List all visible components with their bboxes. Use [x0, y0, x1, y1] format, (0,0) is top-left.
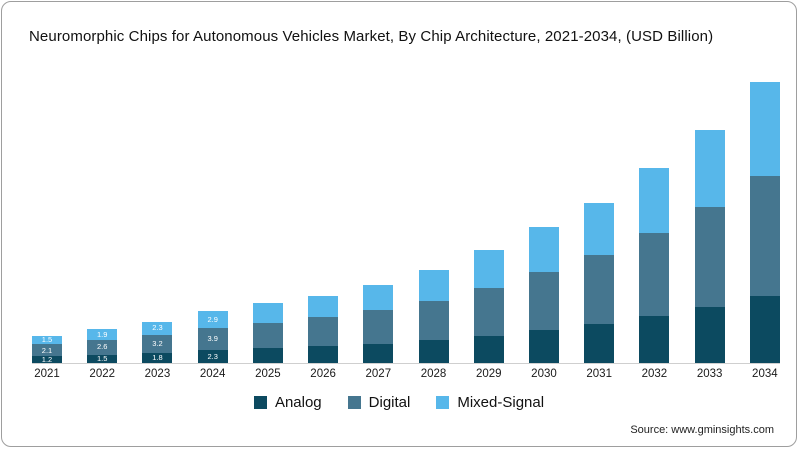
x-axis-labels: 2021 2022 2023 2024 2025 2026 2027 2028 2029 2030…	[32, 368, 780, 380]
segment-value-label: 1.9	[97, 329, 108, 339]
legend-item-digital: Digital	[347, 394, 411, 411]
segment-value-label: 2.9	[207, 314, 218, 324]
bar-2030	[528, 227, 559, 363]
x-tick-2030: 2030	[531, 368, 557, 380]
bar-segment-analog-2024: 2.3	[197, 350, 228, 363]
bar-2024: 2.3 3.9 2.9	[197, 311, 228, 363]
bar-segment-digital-2030	[528, 272, 559, 331]
bar-segment-mixed-signal-2023: 2.3	[142, 321, 173, 335]
legend-swatch-icon	[436, 396, 450, 409]
legend: Analog Digital Mixed-Signal	[2, 394, 796, 411]
bar-segment-analog-2031	[584, 323, 615, 363]
bar-segment-analog-2034	[749, 296, 780, 363]
bar-segment-digital-2029	[473, 287, 504, 336]
bar-segment-digital-2028	[418, 300, 449, 341]
bar-segment-analog-2021: 1.2	[32, 356, 62, 363]
legend-item-mixed-signal: Mixed-Signal	[436, 394, 544, 411]
legend-swatch-icon	[347, 396, 361, 409]
bar-segment-mixed-signal-2030	[528, 227, 559, 273]
bar-segment-mixed-signal-2029	[473, 250, 504, 288]
bar-segment-analog-2022: 1.5	[87, 354, 118, 363]
bar-segment-digital-2031	[584, 255, 615, 324]
bar-segment-mixed-signal-2034	[749, 81, 780, 176]
bar-segment-analog-2025	[252, 348, 283, 363]
bar-segment-analog-2033	[694, 306, 725, 363]
bar-2021: 1.2 2.1 1.5	[32, 335, 62, 363]
segment-value-label: 1.2	[41, 354, 53, 364]
bar-segment-analog-2028	[418, 340, 449, 363]
bar-segment-digital-2023: 3.2	[142, 334, 173, 353]
plot-area: 1.2 2.1 1.5 1.5 2.6 1.9 1.8 3.2 2.3 2.3 3.9 2.9	[32, 62, 780, 364]
bar-segment-analog-2026	[308, 346, 339, 363]
x-tick-2027: 2027	[365, 368, 392, 380]
bar-segment-digital-2034	[749, 175, 780, 297]
bar-segment-mixed-signal-2021: 1.5	[32, 335, 62, 345]
segment-value-label: 1.5	[97, 354, 108, 363]
bar-segment-analog-2032	[639, 315, 670, 363]
bar-2022: 1.5 2.6 1.9	[87, 328, 118, 363]
bar-2025	[252, 303, 283, 363]
segment-value-label: 1.5	[41, 335, 53, 345]
legend-item-analog: Analog	[253, 394, 322, 411]
bar-segment-analog-2023: 1.8	[142, 352, 173, 363]
bar-segment-digital-2021: 2.1	[32, 344, 62, 357]
x-tick-2034: 2034	[752, 368, 778, 380]
bar-2027	[363, 284, 394, 363]
bar-2026	[308, 295, 339, 363]
bar-2032	[639, 168, 670, 363]
segment-value-label: 3.9	[207, 334, 218, 344]
segment-value-label: 3.2	[152, 338, 163, 348]
legend-label: Analog	[274, 394, 322, 411]
bar-segment-mixed-signal-2033	[694, 129, 725, 208]
x-tick-2031: 2031	[586, 368, 612, 380]
legend-label: Digital	[368, 394, 411, 411]
segment-value-label: 2.1	[41, 345, 53, 355]
x-tick-2026: 2026	[310, 368, 336, 380]
bar-segment-digital-2027	[363, 310, 394, 344]
bar-segment-mixed-signal-2031	[584, 203, 615, 256]
x-tick-2023: 2023	[144, 368, 171, 380]
x-tick-2029: 2029	[475, 368, 502, 380]
bar-segment-digital-2033	[694, 207, 725, 307]
x-tick-2024: 2024	[199, 368, 226, 380]
bar-2031	[584, 203, 615, 363]
bar-segment-analog-2027	[363, 343, 394, 363]
legend-swatch-icon	[253, 396, 267, 409]
bar-segment-mixed-signal-2025	[252, 303, 283, 323]
bar-segment-mixed-signal-2026	[308, 295, 339, 318]
bar-2034	[749, 81, 780, 363]
segment-value-label: 2.6	[97, 342, 108, 352]
bar-2033	[694, 129, 725, 363]
bar-segment-mixed-signal-2024: 2.9	[197, 311, 228, 328]
bar-segment-analog-2030	[528, 330, 559, 363]
x-tick-2025: 2025	[255, 368, 281, 380]
bar-segment-mixed-signal-2032	[639, 168, 670, 233]
bar-2028	[418, 270, 449, 363]
chart-title: Neuromorphic Chips for Autonomous Vehicl…	[29, 28, 714, 45]
x-tick-2032: 2032	[641, 368, 668, 380]
x-tick-2021: 2021	[34, 368, 60, 380]
bar-segment-digital-2025	[252, 322, 283, 349]
segment-value-label: 1.8	[152, 353, 163, 363]
x-tick-2033: 2033	[696, 368, 723, 380]
bar-segment-mixed-signal-2027	[363, 284, 394, 311]
bar-segment-analog-2029	[473, 335, 504, 363]
bar-2023: 1.8 3.2 2.3	[142, 321, 173, 363]
bar-segment-mixed-signal-2028	[418, 270, 449, 301]
segment-value-label: 2.3	[207, 351, 218, 361]
x-tick-2028: 2028	[420, 368, 447, 380]
bar-segment-digital-2026	[308, 317, 339, 346]
bar-2029	[473, 250, 504, 363]
source-text: Source: www.gminsights.com	[630, 424, 774, 436]
bar-segment-mixed-signal-2022: 1.9	[87, 328, 118, 340]
legend-label: Mixed-Signal	[457, 394, 545, 411]
bar-segment-digital-2024: 3.9	[197, 327, 228, 350]
bar-segment-digital-2032	[639, 232, 670, 316]
bar-segment-digital-2022: 2.6	[87, 339, 118, 355]
x-tick-2022: 2022	[89, 368, 116, 380]
segment-value-label: 2.3	[152, 323, 163, 333]
